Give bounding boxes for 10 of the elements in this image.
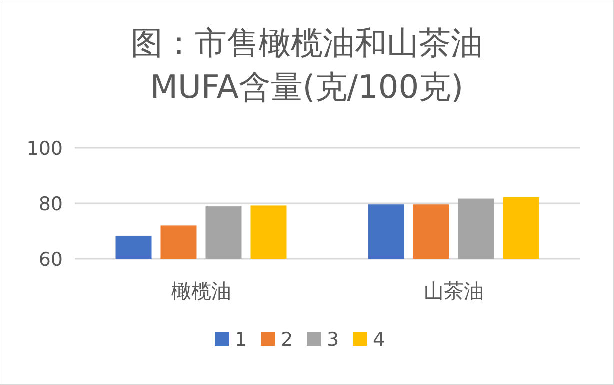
y-tick-label: 60 — [38, 249, 63, 271]
y-tick-label: 100 — [26, 138, 63, 160]
x-tick-label: 橄榄油 — [171, 279, 232, 303]
y-tick-label: 80 — [38, 194, 63, 216]
legend-label: 2 — [281, 329, 294, 351]
x-tick-label: 山茶油 — [424, 279, 484, 303]
legend-label: 1 — [235, 329, 248, 351]
legend-label: 3 — [327, 329, 340, 351]
legend-label: 4 — [373, 329, 386, 351]
chart-title: 图：市售橄榄油和山茶油 MUFA含量(克/100克) — [131, 24, 483, 106]
